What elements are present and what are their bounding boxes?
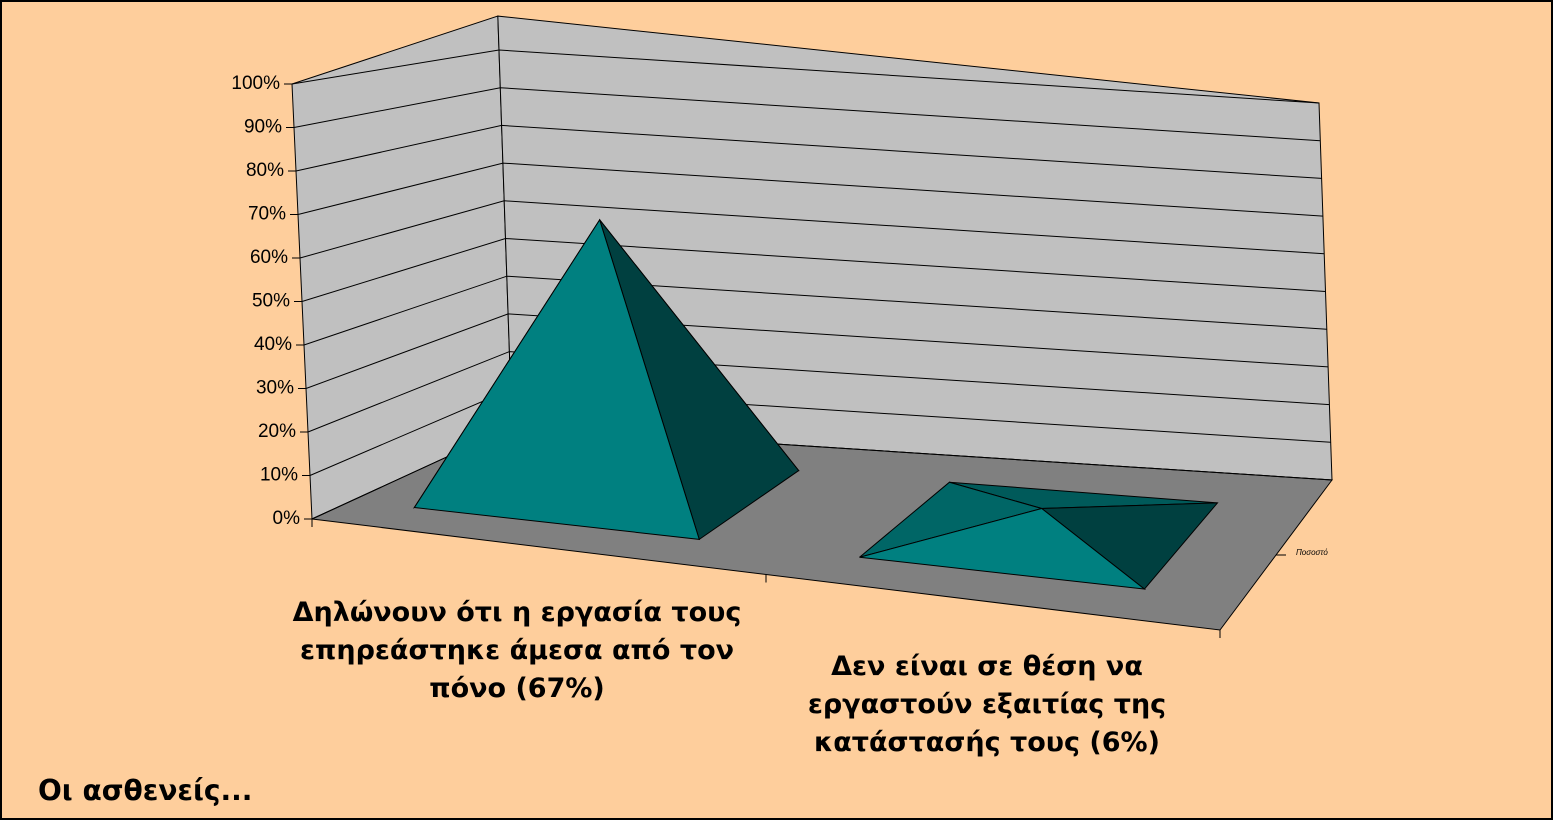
- grid-line: [305, 313, 1329, 389]
- grid-line: [291, 49, 1320, 104]
- y-tick-label: 10%: [260, 465, 298, 486]
- y-tick-label: 20%: [258, 421, 296, 442]
- y-tick-label: 30%: [256, 378, 294, 399]
- front-face: [859, 507, 1147, 590]
- category-label: Δηλώνουν ότι η εργασία τους επηρεάστηκε …: [292, 597, 742, 704]
- chart-title: Οι ασθενείς...: [38, 774, 253, 807]
- legend-label: Ποσοστό: [1296, 548, 1328, 557]
- y-tick-label: 90%: [244, 117, 282, 138]
- grid-line: [303, 275, 1327, 346]
- pyramid: [859, 481, 1219, 590]
- y-tick-label: 60%: [250, 247, 288, 268]
- grid-line: [297, 162, 1323, 217]
- y-tick-label: 70%: [248, 204, 286, 225]
- pyramid: [412, 218, 800, 541]
- grid-line: [301, 237, 1326, 302]
- grid-line: [299, 200, 1325, 259]
- front-face: [413, 218, 700, 540]
- y-tick-label: 100%: [231, 73, 280, 94]
- grid-line: [307, 351, 1330, 433]
- y-tick-label: 40%: [254, 334, 292, 355]
- y-tick-label: 80%: [246, 160, 284, 181]
- y-tick-label: 0%: [273, 508, 301, 529]
- category-label: Δεν είναι σε θέση να εργαστούν εξαιτίας …: [807, 651, 1167, 758]
- grid-line: [293, 87, 1321, 142]
- grid-line: [295, 124, 1322, 179]
- y-tick-label: 50%: [252, 291, 290, 312]
